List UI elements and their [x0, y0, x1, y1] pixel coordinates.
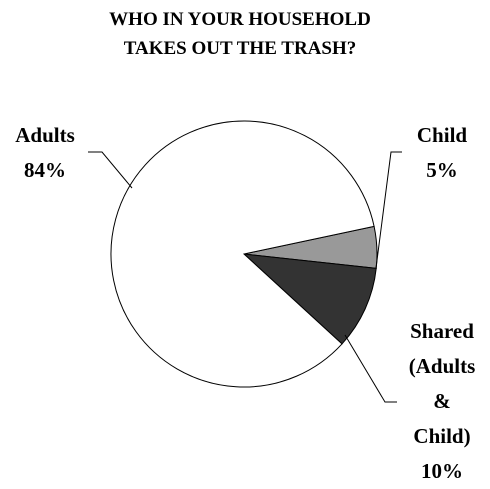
shared-percent: 10%: [421, 459, 463, 483]
shared-leader-line: [344, 334, 397, 403]
shared-slice: [242, 253, 377, 345]
shared-label-line-1: Shared: [410, 319, 474, 343]
chart-title-line-1: WHO IN YOUR HOUSEHOLD: [109, 9, 371, 30]
shared-label-line-3: &: [433, 389, 451, 413]
adults-leader-line: [88, 151, 133, 189]
chart-title-line-2: TAKES OUT THE TRASH?: [124, 38, 356, 59]
adults-label: Adults: [15, 123, 75, 147]
pie-slices: [110, 120, 378, 388]
adults-percent: 84%: [24, 158, 66, 182]
shared-label-line-4: Child): [413, 424, 470, 448]
child-leader-line: [375, 151, 402, 269]
shared-label-line-2: (Adults: [409, 354, 476, 378]
child-percent: 5%: [426, 158, 458, 182]
adults-slice: [110, 120, 375, 388]
child-label: Child: [417, 123, 468, 147]
